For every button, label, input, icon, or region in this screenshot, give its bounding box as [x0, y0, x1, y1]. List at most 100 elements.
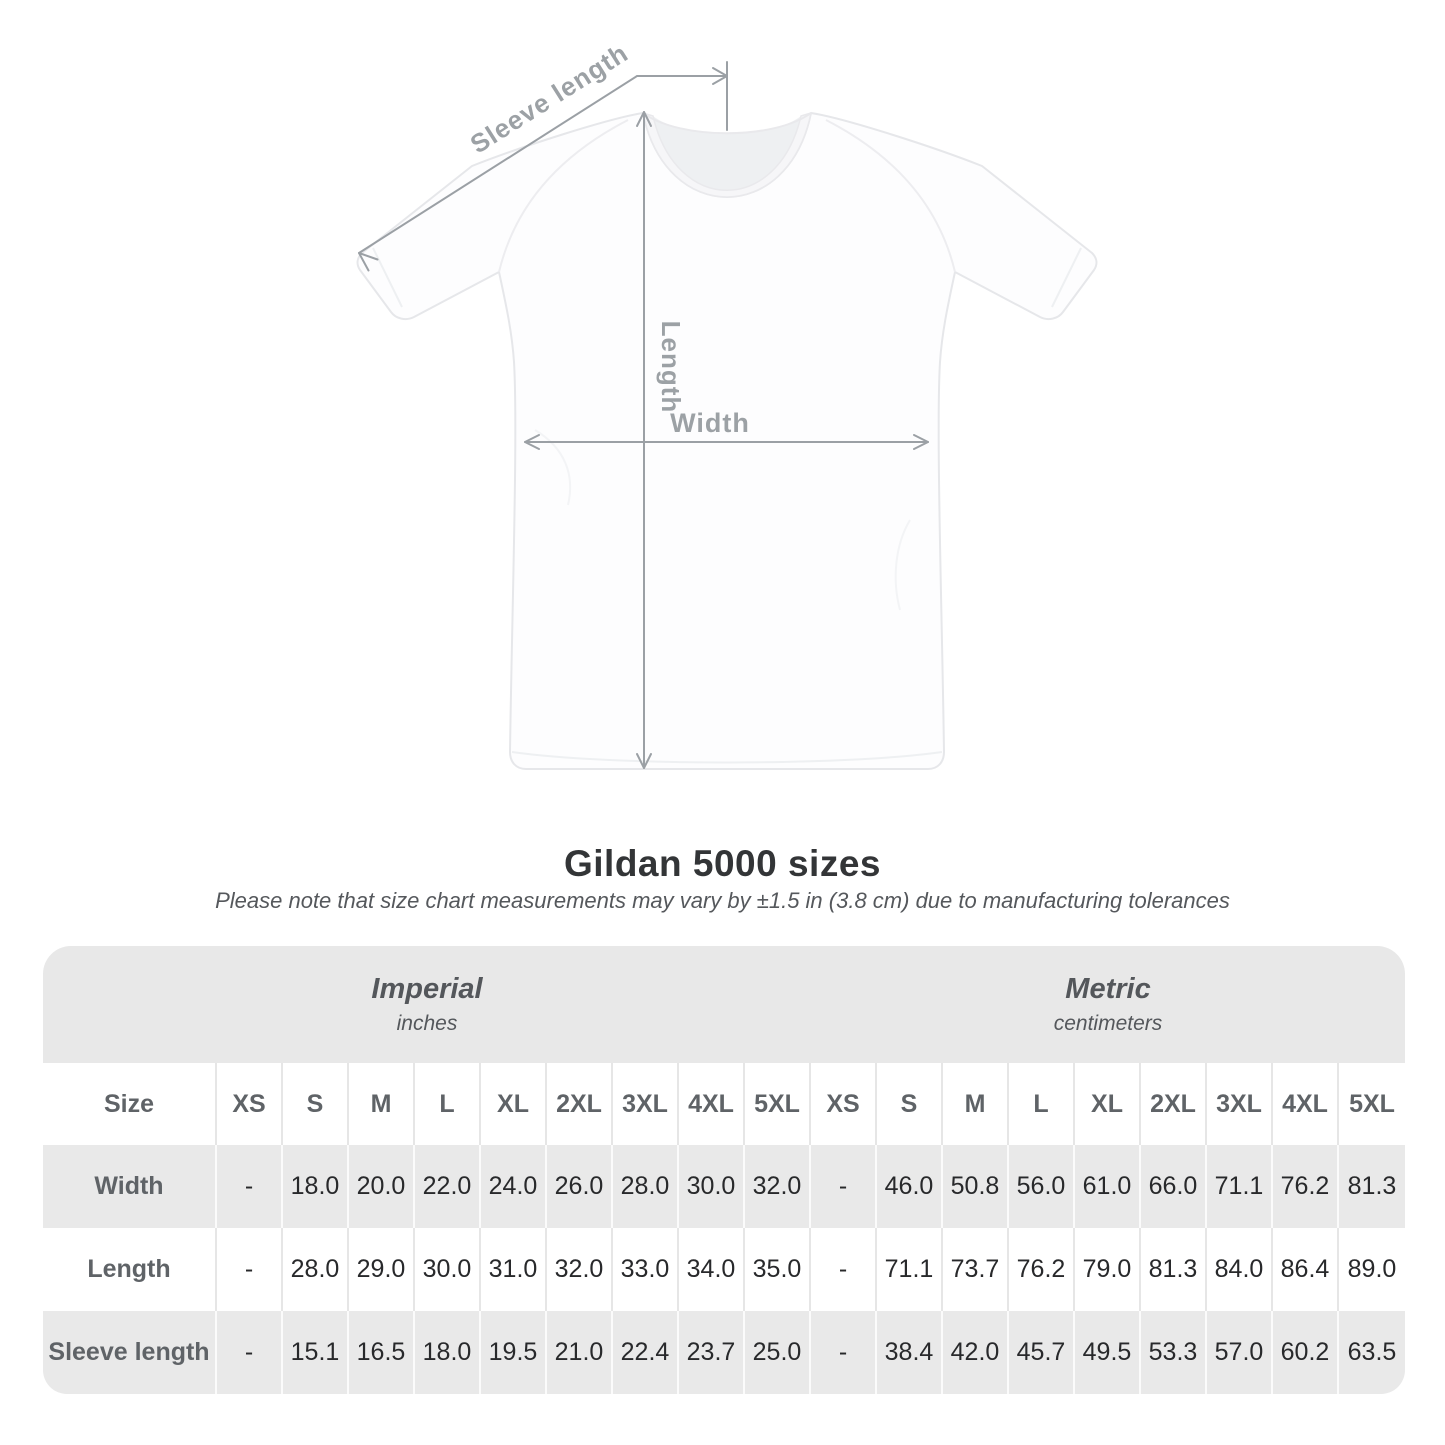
- imperial-sublabel: inches: [396, 1012, 458, 1035]
- table-cell: 79.0: [1075, 1228, 1141, 1311]
- column-header-imperial-5xl: 5XL: [745, 1063, 811, 1145]
- column-header-metric-s: S: [877, 1063, 943, 1145]
- page-subtitle: Please note that size chart measurements…: [215, 888, 1230, 913]
- length-arrow: [636, 111, 652, 769]
- table-cell: -: [811, 1311, 877, 1394]
- table-cell: 22.0: [415, 1145, 481, 1228]
- column-header-imperial-4xl: 4XL: [679, 1063, 745, 1145]
- column-header-metric-m: M: [943, 1063, 1009, 1145]
- table-body: Width -18.0 20.0 22.0 24.0 26.0 28.0 30.0 32.0-4…: [43, 1145, 1405, 1394]
- metric-sublabel: centimeters: [1053, 1012, 1163, 1035]
- column-header-imperial-xs: XS: [217, 1063, 283, 1145]
- tshirt-measurement-diagram: Sleeve length Length Width: [356, 37, 1098, 770]
- column-header-metric-xl: XL: [1075, 1063, 1141, 1145]
- table-row-sleeve-length: Sleeve length -15.1 16.5 18.0 19.5 21.0 22.4 23…: [43, 1311, 1405, 1394]
- table-cell: 34.0: [679, 1228, 745, 1311]
- table-cell: -: [217, 1311, 283, 1394]
- imperial-label: Imperial: [371, 973, 483, 1005]
- row-label: Sleeve length: [43, 1311, 217, 1394]
- unit-group-metric: Metric centimeters: [811, 946, 1405, 1063]
- column-header-imperial-s: S: [283, 1063, 349, 1145]
- row-label: Length: [43, 1228, 217, 1311]
- table-cell: 63.5: [1347, 1338, 1397, 1366]
- table-cell: -: [217, 1228, 283, 1311]
- table-cell: 28.0: [283, 1228, 349, 1311]
- table-header-row: Size XS S M L XL 2XL 3XL 4XL 5XL XS S M L XL 2XL 3XL 4XL 5…: [43, 1063, 1405, 1145]
- sleeve-length-arrow: [358, 61, 728, 272]
- table-cell: 76.2: [1009, 1228, 1075, 1311]
- column-header-metric-2xl: 2XL: [1141, 1063, 1207, 1145]
- collar-band: [642, 111, 812, 198]
- column-header-imperial-l: L: [415, 1063, 481, 1145]
- table-cell: 32.0: [745, 1145, 811, 1228]
- table-cell: 73.7: [943, 1228, 1009, 1311]
- column-header-imperial-2xl: 2XL: [547, 1063, 613, 1145]
- size-table: Imperial inches Metric centimeters Size X…: [43, 946, 1405, 1394]
- table-cell: 84.0: [1207, 1228, 1273, 1311]
- table-cell: -: [811, 1145, 877, 1228]
- table-cell: 30.0: [679, 1145, 745, 1228]
- table-cell: 81.3: [1347, 1172, 1397, 1200]
- metric-label: Metric: [1065, 973, 1151, 1005]
- table-cell: 31.0: [481, 1228, 547, 1311]
- table-row-width: Width -18.0 20.0 22.0 24.0 26.0 28.0 30.0 32.0-4…: [43, 1145, 1405, 1228]
- table-cell: 81.3: [1141, 1228, 1207, 1311]
- table-cell: 21.0: [547, 1311, 613, 1394]
- table-cell: 57.0: [1207, 1311, 1273, 1394]
- table-cell: 32.0: [547, 1228, 613, 1311]
- column-header-metric-3xl: 3XL: [1207, 1063, 1273, 1145]
- table-cell: 61.0: [1075, 1145, 1141, 1228]
- table-cell: 30.0: [415, 1228, 481, 1311]
- table-cell: 38.4: [877, 1311, 943, 1394]
- table-cell: 20.0: [349, 1145, 415, 1228]
- table-cell: 33.0: [613, 1228, 679, 1311]
- width-arrow: [524, 434, 929, 450]
- table-cell: 16.5: [349, 1311, 415, 1394]
- column-header-imperial-3xl: 3XL: [613, 1063, 679, 1145]
- table-cell: 89.0: [1347, 1255, 1397, 1283]
- table-cell: 71.1: [1207, 1145, 1273, 1228]
- table-cell: 86.4: [1273, 1228, 1339, 1311]
- column-header-metric-xs: XS: [811, 1063, 877, 1145]
- table-cell: -: [217, 1145, 283, 1228]
- table-cell: 19.5: [481, 1311, 547, 1394]
- table-row-length: Length -28.0 29.0 30.0 31.0 32.0 33.0 34.0 35.0-…: [43, 1228, 1405, 1311]
- table-cell: 49.5: [1075, 1311, 1141, 1394]
- column-header-imperial-xl: XL: [481, 1063, 547, 1145]
- table-cell: 53.3: [1141, 1311, 1207, 1394]
- table-cell: -: [811, 1228, 877, 1311]
- size-column-header: Size: [43, 1063, 217, 1145]
- table-cell: 71.1: [877, 1228, 943, 1311]
- collar-opening: [653, 116, 801, 191]
- table-cell: 25.0: [745, 1311, 811, 1394]
- length-label: Length: [656, 321, 686, 414]
- table-cell: 56.0: [1009, 1145, 1075, 1228]
- page-title: Gildan 5000 sizes: [563, 843, 881, 884]
- unit-group-imperial: Imperial inches: [43, 946, 811, 1063]
- column-header-metric-5xl: 5XL: [1349, 1089, 1395, 1118]
- table-cell: 46.0: [877, 1145, 943, 1228]
- table-cell: 26.0: [547, 1145, 613, 1228]
- table-cell: 76.2: [1273, 1145, 1339, 1228]
- table-cell: 24.0: [481, 1145, 547, 1228]
- table-cell: 18.0: [283, 1145, 349, 1228]
- table-cell: 23.7: [679, 1311, 745, 1394]
- table-cell: 35.0: [745, 1228, 811, 1311]
- table-cell: 22.4: [613, 1311, 679, 1394]
- unit-header-band: Imperial inches Metric centimeters: [43, 946, 1405, 1063]
- table-cell: 66.0: [1141, 1145, 1207, 1228]
- width-label: Width: [670, 408, 750, 438]
- column-header-imperial-m: M: [349, 1063, 415, 1145]
- table-cell: 18.0: [415, 1311, 481, 1394]
- table-cell: 42.0: [943, 1311, 1009, 1394]
- table-cell: 60.2: [1273, 1311, 1339, 1394]
- column-header-metric-l: L: [1009, 1063, 1075, 1145]
- row-label: Width: [43, 1145, 217, 1228]
- column-header-metric-4xl: 4XL: [1273, 1063, 1339, 1145]
- table-cell: 28.0: [613, 1145, 679, 1228]
- table-cell: 15.1: [283, 1311, 349, 1394]
- table-cell: 50.8: [943, 1145, 1009, 1228]
- table-cell: 29.0: [349, 1228, 415, 1311]
- table-cell: 45.7: [1009, 1311, 1075, 1394]
